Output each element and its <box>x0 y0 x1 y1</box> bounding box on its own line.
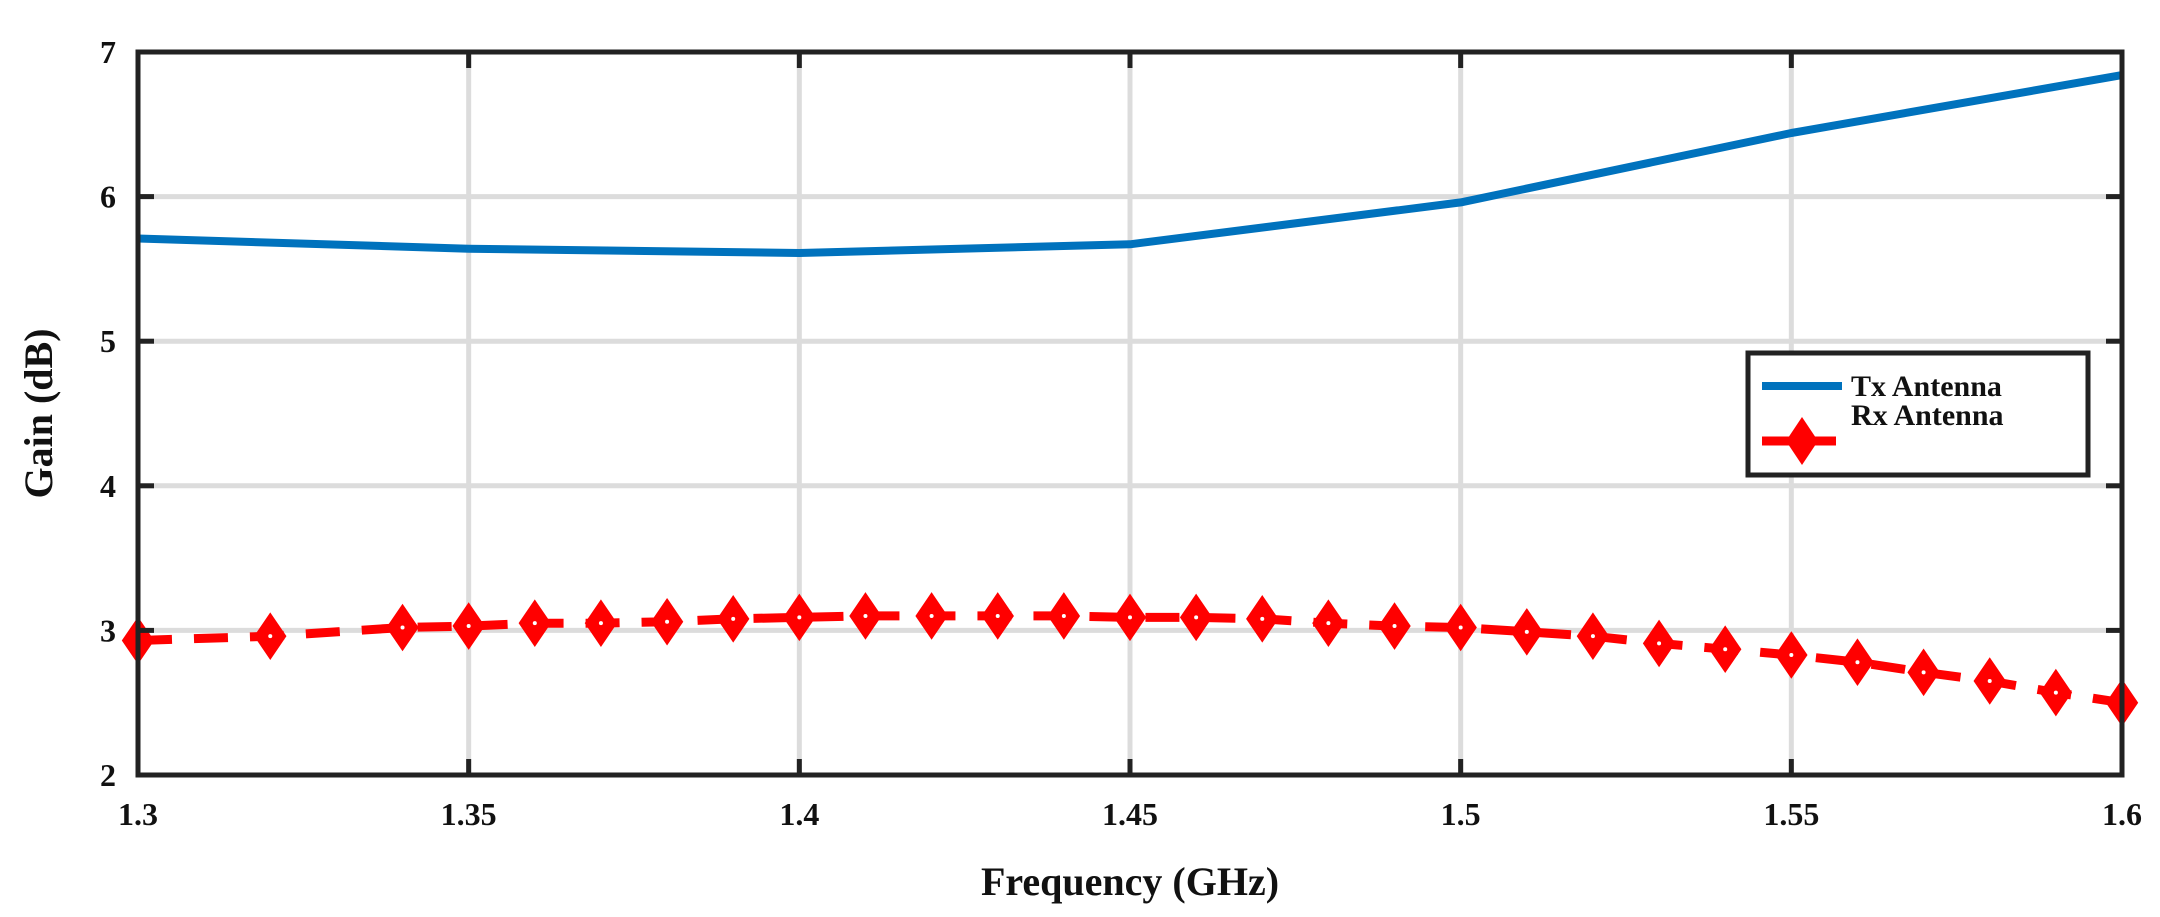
data-point-center-rx-antenna-26 <box>1987 679 1992 684</box>
x-axis-label: Frequency (GHz) <box>981 859 1279 904</box>
data-point-center-rx-antenna-13 <box>1128 615 1132 620</box>
data-point-center-rx-antenna-20 <box>1590 634 1595 639</box>
x-tick-label-1-5: 1.5 <box>1441 796 1481 832</box>
data-point-center-rx-antenna-19 <box>1524 629 1529 634</box>
data-point-center-rx-antenna-10 <box>929 613 934 618</box>
axes <box>135 49 2125 778</box>
y-axis-label: Gain (dB) <box>16 328 61 498</box>
data-point-center-rx-antenna-5 <box>598 621 603 626</box>
data-point-center-rx-antenna-12 <box>1061 613 1066 618</box>
data-point-center-rx-antenna-3 <box>466 624 471 629</box>
data-point-center-rx-antenna-23 <box>1789 652 1794 657</box>
y-tick-label-5: 5 <box>100 323 116 359</box>
data-point-center-rx-antenna-6 <box>665 619 670 624</box>
x-tick-label-1-45: 1.45 <box>1102 796 1158 832</box>
legend-marker-rx-antenna <box>1786 417 1818 465</box>
data-point-center-rx-antenna-9 <box>863 613 868 618</box>
legend-label-tx-antenna: Tx Antenna <box>1851 370 2002 403</box>
data-point-center-rx-antenna-4 <box>532 621 537 626</box>
x-tick-label-1-55: 1.55 <box>1763 796 1819 832</box>
y-tick-label-6: 6 <box>100 179 116 215</box>
series-line-tx-antenna <box>137 71 2123 257</box>
data-point-center-rx-antenna-17 <box>1392 624 1397 629</box>
tick-labels: 1.3 1.35 1.4 1.45 1.5 1.55 1.6 2 3 4 5 6 7 <box>100 34 2142 832</box>
legend: Tx Antenna Rx Antenna <box>1745 350 2091 478</box>
data-point-center-rx-antenna-8 <box>797 615 802 620</box>
legend-label-rx-antenna: Rx Antenna <box>1851 399 2004 432</box>
data-point-center-rx-antenna-2 <box>400 625 405 630</box>
data-point-center-rx-antenna-21 <box>1657 641 1662 646</box>
data-point-center-rx-antenna-1 <box>268 634 273 639</box>
data-point-center-rx-antenna-22 <box>1723 647 1728 652</box>
y-tick-label-4: 4 <box>100 468 116 504</box>
y-tick-label-2: 2 <box>100 757 116 793</box>
x-tick-label-1-4: 1.4 <box>779 796 819 832</box>
data-point-center-rx-antenna-11 <box>995 613 1000 618</box>
data-point-center-rx-antenna-25 <box>1921 670 1926 675</box>
data-point-center-rx-antenna-24 <box>1855 660 1860 665</box>
data-point-center-rx-antenna-7 <box>731 616 736 621</box>
data-point-center-rx-antenna-16 <box>1326 621 1331 626</box>
data-point-center-rx-antenna-27 <box>2053 690 2058 695</box>
x-tick-label-1-6: 1.6 <box>2102 796 2142 832</box>
data-point-center-rx-antenna-18 <box>1458 625 1463 630</box>
x-tick-label-1-35: 1.35 <box>441 796 497 832</box>
data-point-center-rx-antenna-15 <box>1260 616 1265 621</box>
series-layer <box>121 71 2139 727</box>
y-tick-label-3: 3 <box>100 612 116 648</box>
x-tick-label-1-3: 1.3 <box>118 796 158 832</box>
data-point-center-rx-antenna-14 <box>1194 615 1199 620</box>
y-tick-label-7: 7 <box>100 34 116 70</box>
